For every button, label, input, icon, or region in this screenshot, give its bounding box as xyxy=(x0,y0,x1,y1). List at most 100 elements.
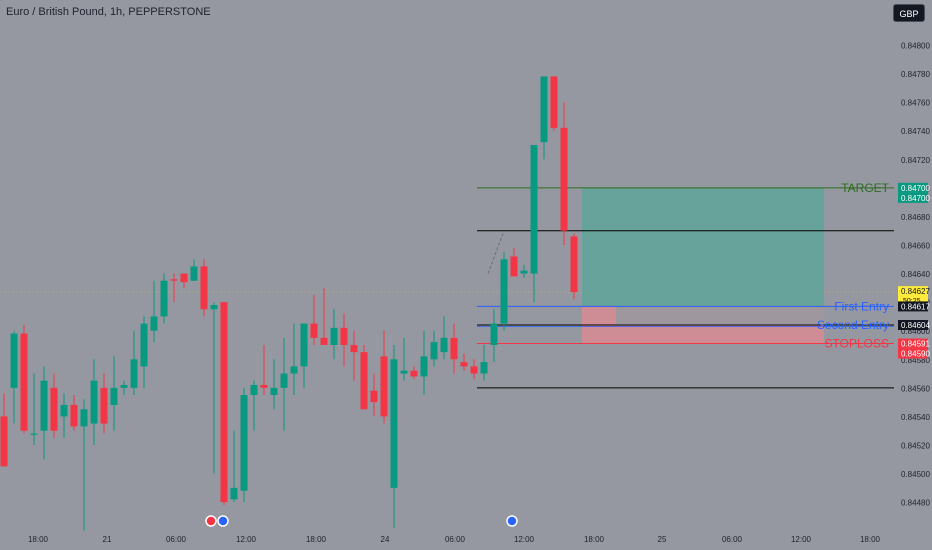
candle-body xyxy=(480,362,488,374)
y-tick-label: 0.84800 xyxy=(901,42,930,51)
stoploss-price-label: 0.84591 xyxy=(901,340,930,349)
y-tick-label: 0.84680 xyxy=(901,213,930,222)
candle-body xyxy=(60,404,68,417)
candle-body xyxy=(350,344,358,353)
candle-body xyxy=(260,384,268,388)
currency-button[interactable]: GBP xyxy=(893,4,925,22)
x-tick-label: 12:00 xyxy=(514,535,535,544)
candle-body xyxy=(300,323,308,367)
target-price-label-bg xyxy=(898,182,928,193)
target-price-label: 0.84700 xyxy=(901,184,930,193)
extra-target-price-label-bg xyxy=(898,192,928,203)
y-tick-label: 0.84520 xyxy=(901,441,930,450)
candle-body xyxy=(40,380,48,431)
candle-body xyxy=(500,259,508,324)
candle-body xyxy=(150,316,158,331)
candle-body xyxy=(200,266,208,310)
target-annotation: TARGET xyxy=(841,181,889,195)
candle-body xyxy=(270,387,278,395)
candle-body xyxy=(330,327,338,345)
x-tick-label: 24 xyxy=(381,535,390,544)
candle-body xyxy=(570,236,578,293)
extra-stop-price-label: 0.84590 xyxy=(901,350,930,359)
x-tick-label: 18:00 xyxy=(584,535,605,544)
candle-body xyxy=(90,380,98,424)
x-tick-label: 18:00 xyxy=(28,535,49,544)
y-tick-label: 0.84540 xyxy=(901,413,930,422)
candle-body xyxy=(120,384,128,388)
y-tick-label: 0.84600 xyxy=(901,327,930,336)
y-tick-label: 0.84480 xyxy=(901,499,930,508)
last-price-tag-bg xyxy=(898,286,928,307)
x-tick-label: 06:00 xyxy=(445,535,466,544)
candle-body xyxy=(290,366,298,374)
candle-body xyxy=(400,370,408,374)
candle-body xyxy=(560,127,568,231)
candle-body xyxy=(80,409,88,427)
event-flag-icon[interactable] xyxy=(205,515,217,527)
y-tick-label: 0.84720 xyxy=(901,156,930,165)
y-tick-label: 0.84660 xyxy=(901,241,930,250)
candle-body xyxy=(180,273,188,283)
candle-body xyxy=(380,356,388,417)
second-entry-price-label: 0.84604 xyxy=(901,321,930,330)
candle-body xyxy=(140,323,148,367)
event-flag-icon[interactable] xyxy=(217,515,229,527)
y-tick-label: 0.84760 xyxy=(901,99,930,108)
trend-line xyxy=(487,233,504,274)
x-tick-label: 06:00 xyxy=(166,535,187,544)
x-tick-label: 21 xyxy=(103,535,112,544)
candle-body xyxy=(540,76,548,143)
first-entry-price-label-bg xyxy=(898,301,928,312)
chart-title: Euro / British Pound, 1h, PEPPERSTONE xyxy=(6,6,211,18)
candle-body xyxy=(420,356,428,377)
candle-body xyxy=(550,76,558,128)
candle-body xyxy=(360,352,368,410)
candle-body xyxy=(100,387,108,424)
candle-body xyxy=(430,342,438,360)
candle-body xyxy=(20,333,28,431)
candle-body xyxy=(320,337,328,345)
candle-body xyxy=(460,362,468,367)
candle-body xyxy=(240,394,248,491)
first-entry-price-label: 0.84617 xyxy=(901,302,930,311)
first-entry-annotation: First Entry xyxy=(834,299,889,313)
candle-body xyxy=(50,387,58,431)
candle-body xyxy=(310,323,318,338)
event-flag-icon[interactable] xyxy=(506,515,518,527)
stoploss-annotation: STOPLOSS xyxy=(825,337,889,351)
candle-body xyxy=(250,384,258,395)
candle-body xyxy=(220,302,228,503)
last-price-label: 0.84627 xyxy=(901,287,930,296)
candle-body xyxy=(30,433,38,435)
target-zone xyxy=(582,187,824,307)
y-tick-label: 0.84500 xyxy=(901,470,930,479)
candle-body xyxy=(280,373,288,388)
candle-body xyxy=(10,333,18,388)
candle-body xyxy=(370,390,378,403)
candle-body xyxy=(520,270,528,274)
candle-body xyxy=(340,327,348,345)
candle-body xyxy=(130,359,138,388)
x-tick-label: 25 xyxy=(658,535,667,544)
candle-body xyxy=(210,304,218,310)
extra-stop-price-label-bg xyxy=(898,348,928,359)
x-tick-label: 12:00 xyxy=(236,535,257,544)
candle-body xyxy=(490,323,498,345)
y-tick-label: 0.84740 xyxy=(901,127,930,136)
y-tick-label: 0.84580 xyxy=(901,356,930,365)
entry-gap-zone xyxy=(616,306,824,325)
x-tick-label: 18:00 xyxy=(306,535,327,544)
candle-body xyxy=(390,359,398,488)
second-entry-annotation: Second Entry xyxy=(817,318,889,332)
y-tick-label: 0.84640 xyxy=(901,270,930,279)
y-tick-label: 0.84560 xyxy=(901,384,930,393)
candle-body xyxy=(230,487,238,500)
candle-body xyxy=(410,370,418,377)
candle-body xyxy=(160,280,168,317)
second-entry-price-label-bg xyxy=(898,319,928,330)
candle-body xyxy=(70,404,78,427)
candle-body xyxy=(470,366,478,374)
candle-body xyxy=(530,144,538,274)
